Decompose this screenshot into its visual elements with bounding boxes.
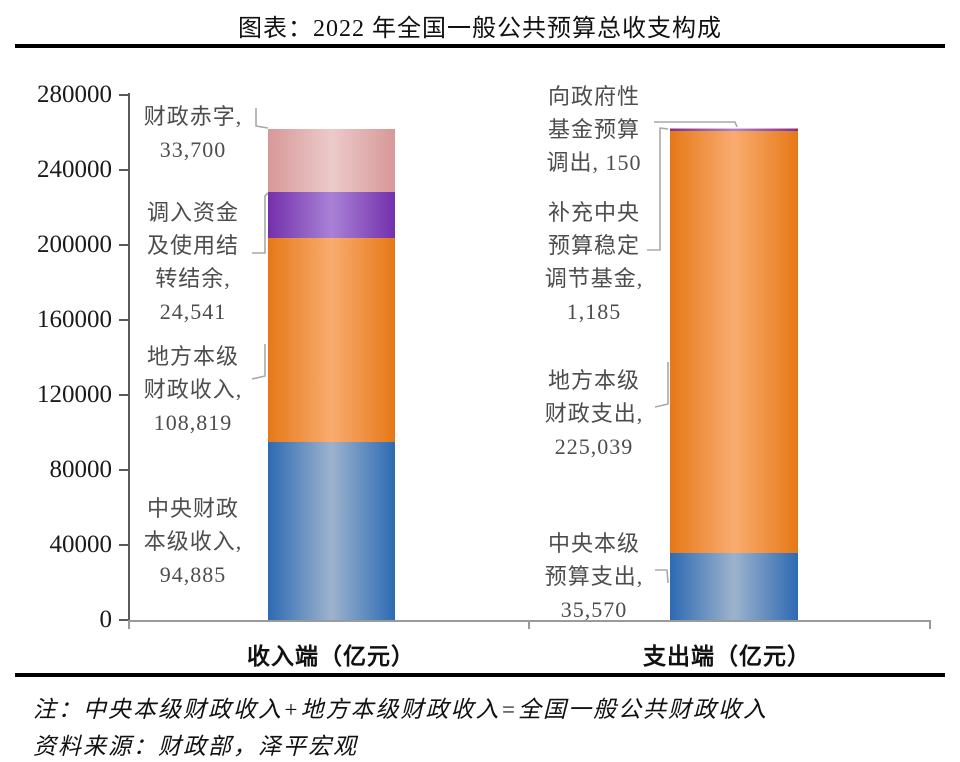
- y-tick-mark-0: [119, 619, 128, 621]
- expenditure-segment-purple: [670, 129, 798, 132]
- expenditure-stacked-bar: [670, 127, 798, 620]
- label-revenue-central: 中央财政 本级收入, 94,885: [143, 496, 243, 587]
- x-tick-mark-1: [528, 620, 530, 629]
- revenue-segment-orange: [268, 238, 395, 443]
- label-expenditure-fund: 向政府性 基金预算 调出, 150: [546, 84, 642, 175]
- y-tick-label-160000: 160000: [37, 306, 112, 333]
- y-tick-mark-120000: [119, 394, 128, 396]
- y-tick-mark-200000: [119, 244, 128, 246]
- expenditure-segment-orange: [670, 131, 798, 554]
- y-tick-mark-40000: [119, 544, 128, 546]
- source-text: 资料来源：财政部，泽平宏观: [33, 734, 358, 759]
- y-tick-label-0: 0: [99, 606, 113, 633]
- y-tick-label-40000: 40000: [49, 531, 113, 558]
- y-tick-mark-240000: [119, 169, 128, 171]
- page-title: 图表：2022 年全国一般公共预算总收支构成: [238, 16, 722, 42]
- x-tick-mark-0: [128, 620, 130, 629]
- bottom-rule: [15, 673, 945, 677]
- category-label-expenditure: 支出端（亿元）: [643, 644, 811, 669]
- y-tick-label-120000: 120000: [37, 381, 112, 408]
- label-revenue-local: 地方本级 财政收入, 108,819: [143, 344, 243, 435]
- y-tick-mark-80000: [119, 469, 128, 471]
- revenue-segment-pink: [268, 128, 395, 193]
- revenue-segment-blue: [268, 442, 395, 620]
- category-label-revenue: 收入端（亿元）: [247, 644, 415, 669]
- expenditure-segment-pink: [670, 127, 798, 130]
- expenditure-segment-blue: [670, 553, 798, 620]
- label-expenditure-local: 地方本级 财政支出, 225,039: [544, 368, 644, 459]
- y-tick-mark-160000: [119, 319, 128, 321]
- label-revenue-deficit: 财政赤字, 33,700: [143, 104, 243, 162]
- label-expenditure-central: 中央本级 预算支出, 35,570: [544, 531, 644, 622]
- y-tick-label-80000: 80000: [49, 456, 113, 483]
- revenue-segment-purple: [268, 192, 395, 239]
- y-tick-label-240000: 240000: [37, 156, 112, 183]
- x-tick-mark-2: [929, 620, 931, 629]
- y-tick-mark-280000: [119, 94, 128, 96]
- label-expenditure-stabilize: 补充中央 预算稳定 调节基金, 1,185: [544, 200, 644, 324]
- label-revenue-transfer: 调入资金 及使用结 转结余, 24,541: [146, 200, 239, 324]
- y-tick-label-280000: 280000: [37, 81, 112, 108]
- y-axis-line: [128, 93, 130, 622]
- y-tick-label-200000: 200000: [37, 231, 112, 258]
- revenue-stacked-bar: [268, 128, 395, 620]
- top-rule: [15, 44, 945, 48]
- note-text: 注：中央本级财政收入+地方本级财政收入=全国一般公共财政收入: [33, 697, 769, 722]
